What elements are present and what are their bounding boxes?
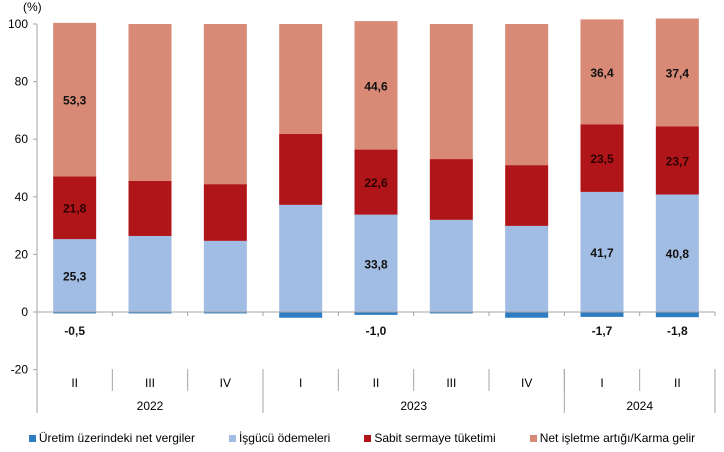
y-tick-label: 20: [15, 247, 29, 261]
y-tick-label: 100: [8, 17, 28, 31]
x-group-label: 2023: [400, 399, 427, 413]
x-category-label: I: [600, 376, 603, 390]
bar-segment: [203, 24, 247, 185]
bar-segment: [655, 126, 699, 195]
y-tick-label: 0: [21, 305, 28, 319]
data-label: 21,8: [63, 202, 87, 216]
bar-segment: [128, 24, 172, 181]
data-label: 23,7: [666, 154, 690, 168]
legend: Üretim üzerindeki net vergiler İşgücü öd…: [0, 428, 724, 448]
bar-segment: [580, 312, 624, 317]
bar-segment: [354, 149, 398, 215]
x-group-label: 2024: [626, 399, 653, 413]
data-label: -0,5: [64, 324, 85, 338]
legend-item-capital: Sabit sermaye tüketimi: [364, 428, 496, 448]
bar-segment: [655, 18, 699, 127]
data-label: 23,5: [590, 152, 614, 166]
data-label: 36,4: [590, 66, 614, 80]
legend-label: Üretim üzerindeki net vergiler: [38, 431, 195, 445]
x-group-label: 2022: [137, 399, 164, 413]
bar-segment: [354, 312, 398, 315]
bar-segment: [429, 24, 473, 160]
bar-segment: [505, 165, 549, 226]
data-labels: -0,5 25,3 21,8 53,3 -1,0 33,8 22,6 44,6 -1,7 41,7…: [63, 66, 689, 338]
y-tick-label: 40: [15, 190, 29, 204]
legend-label: Sabit sermaye tüketimi: [374, 431, 496, 445]
legend-item-surplus: Net işletme artığı/Karma gelir: [529, 428, 696, 448]
x-category-label: II: [71, 376, 78, 390]
bar-segment: [203, 184, 247, 241]
data-label: 33,8: [364, 257, 388, 271]
data-label: 44,6: [364, 79, 388, 93]
data-label: -1,7: [592, 324, 613, 338]
data-label: -1,8: [667, 324, 688, 338]
x-category-label: III: [446, 376, 456, 390]
bar-segment: [53, 239, 97, 312]
bar-segment: [580, 191, 624, 312]
y-tick-label: -20: [11, 363, 29, 377]
bar-segment: [580, 19, 624, 125]
bar-segment: [203, 240, 247, 312]
data-label: 25,3: [63, 270, 87, 284]
legend-swatch: [529, 434, 537, 442]
y-tick-label: 60: [15, 132, 29, 146]
bar-segment: [128, 180, 172, 236]
axes: -20 0 20 40 60 80 100 (%): [8, 0, 42, 413]
stacked-bar-chart: -20 0 20 40 60 80 100 (%) -0,5 25,3 21,8 53,3 -1,0 3…: [8, 0, 716, 413]
x-category-label: II: [373, 376, 380, 390]
bar-segment: [279, 204, 323, 312]
bar-segment: [429, 159, 473, 220]
bar-segment: [655, 312, 699, 318]
x-category-label: IV: [521, 376, 532, 390]
x-category-label: I: [299, 376, 302, 390]
bar-segment: [505, 24, 549, 166]
bar-segment: [354, 21, 398, 150]
x-category-label: II: [674, 376, 681, 390]
y-tick-label: 80: [15, 75, 29, 89]
legend-item-labor: İşgücü ödemeleri: [228, 428, 331, 448]
bar-segment: [53, 312, 97, 314]
bar-segment: [279, 24, 323, 135]
bar-segment: [128, 312, 172, 314]
bar-segment: [505, 312, 549, 318]
legend-swatch: [28, 434, 36, 442]
legend-label: İşgücü ödemeleri: [238, 431, 331, 445]
x-category-label: III: [145, 376, 155, 390]
bars: [53, 18, 699, 318]
data-label: 22,6: [364, 176, 388, 190]
data-label: 37,4: [666, 66, 690, 80]
bar-segment: [505, 225, 549, 312]
bar-segment: [429, 219, 473, 312]
legend-swatch: [228, 434, 236, 442]
x-category-label: IV: [220, 376, 231, 390]
bar-segment: [53, 176, 97, 240]
bar-segment: [429, 312, 473, 314]
data-label: 40,8: [666, 247, 690, 261]
data-label: 53,3: [63, 94, 87, 108]
bar-segment: [128, 235, 172, 312]
bar-segment: [279, 312, 323, 318]
data-label: -1,0: [366, 324, 387, 338]
legend-label: Net işletme artığı/Karma gelir: [539, 431, 696, 445]
bar-segment: [655, 194, 699, 312]
bar-segment: [203, 312, 247, 314]
bar-segment: [354, 214, 398, 312]
bar-segment: [279, 134, 323, 205]
legend-item-taxes: Üretim üzerindeki net vergiler: [28, 428, 195, 448]
bar-segment: [53, 22, 97, 177]
legend-swatch: [364, 434, 372, 442]
bar-segment: [580, 124, 624, 192]
y-unit-label: (%): [23, 0, 42, 14]
data-label: 41,7: [590, 246, 614, 260]
